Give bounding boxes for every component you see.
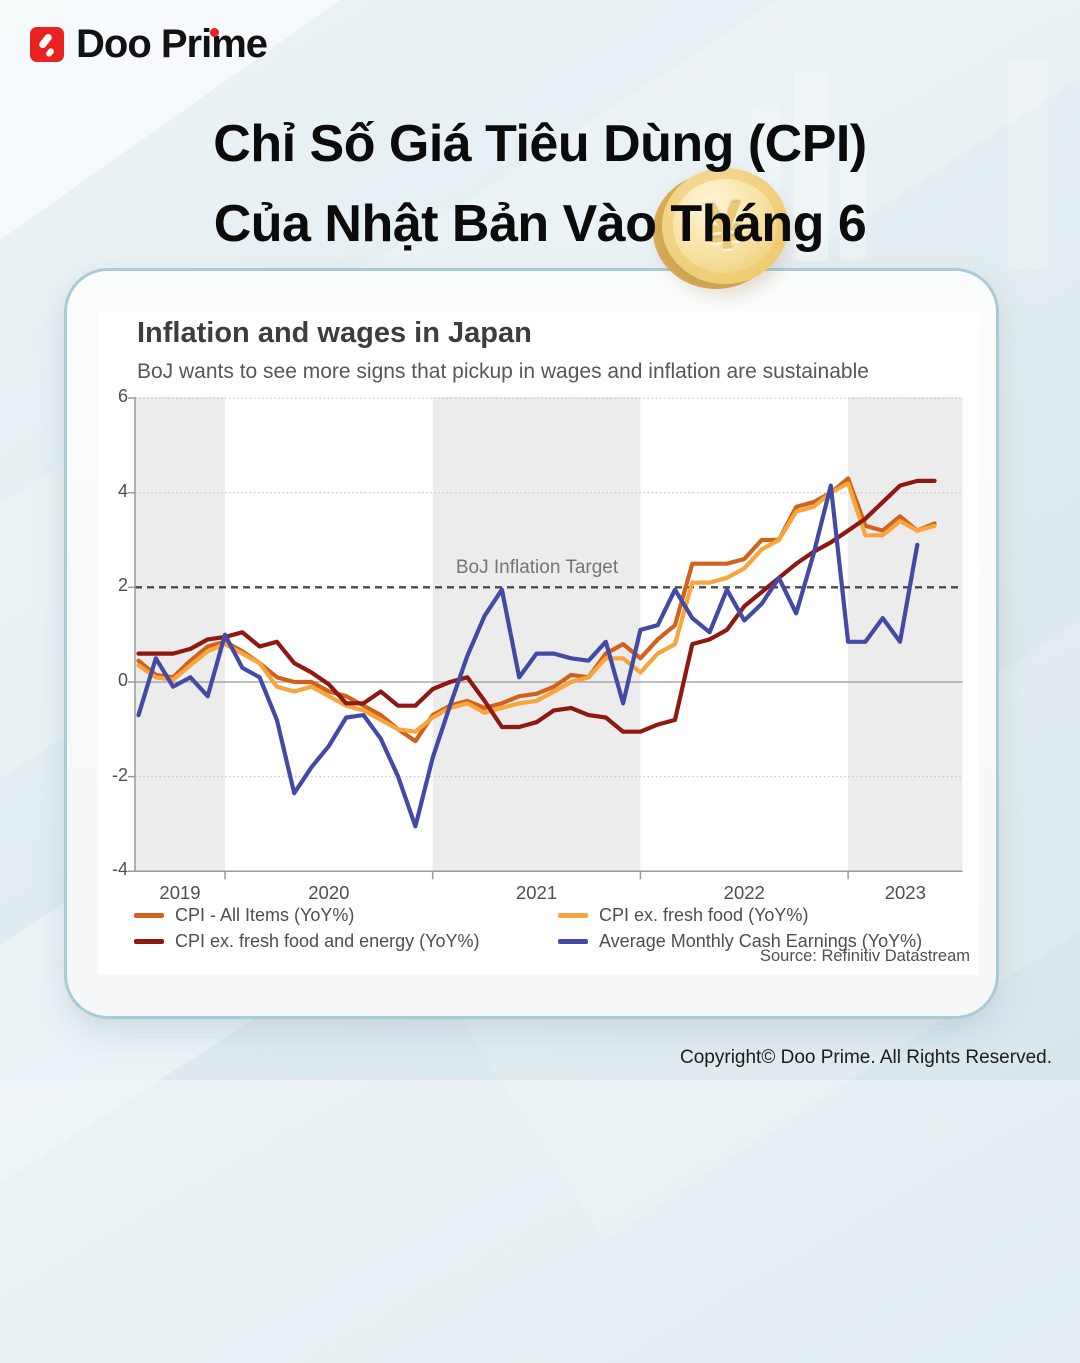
chart-subtitle: BoJ wants to see more signs that pickup … — [137, 360, 869, 383]
legend-swatch-icon — [134, 939, 164, 944]
logo-wordmark: Doo Prime — [76, 22, 268, 66]
x-axis-label-2019: 2019 — [159, 882, 201, 903]
bg-chart-bar-decor-4 — [1008, 60, 1048, 270]
doo-prime-logo-icon — [30, 27, 64, 62]
legend-label: CPI ex. fresh food and energy (YoY%) — [175, 931, 480, 951]
legend-swatch-icon — [558, 913, 588, 918]
legend-label: CPI - All Items (YoY%) — [175, 905, 355, 925]
legend-item-3: Average Monthly Cash Earnings (YoY%) — [558, 931, 974, 952]
y-axis-label-6: 6 — [117, 386, 128, 407]
chart-legend: CPI - All Items (YoY%) CPI ex. fresh food… — [134, 905, 974, 952]
legend-item-2: CPI ex. fresh food and energy (YoY%) — [134, 931, 558, 952]
page-title: Chỉ Số Giá Tiêu Dùng (CPI) Của Nhật Bản … — [0, 104, 1080, 264]
legend-item-1: CPI ex. fresh food (YoY%) — [558, 905, 974, 926]
y-axis-label-2: 2 — [117, 575, 128, 596]
page-title-line1: Chỉ Số Giá Tiêu Dùng (CPI) — [213, 115, 867, 173]
legend-label: CPI ex. fresh food (YoY%) — [599, 905, 809, 925]
bg-chart-bar-decor-3 — [840, 140, 866, 260]
legend-label: Average Monthly Cash Earnings (YoY%) — [599, 931, 923, 951]
yen-coin-illustration: ¥ — [653, 168, 788, 289]
legend-swatch-icon — [134, 913, 164, 918]
legend-swatch-icon — [558, 939, 588, 944]
chart-panel — [98, 312, 979, 975]
boj-inflation-target-label: BoJ Inflation Target — [455, 557, 619, 578]
coin-face: ¥ — [662, 168, 788, 284]
y-axis-label-0: 0 — [117, 670, 128, 690]
logo-i-dot — [210, 28, 219, 37]
logo-slash-small-icon — [44, 47, 56, 58]
y-axis-label--2: -2 — [111, 764, 128, 785]
chart-source: Source: Refinitiv Datastream — [760, 947, 970, 965]
bg-chart-bar-decor-2 — [794, 72, 828, 262]
x-axis-label-2023: 2023 — [884, 882, 926, 903]
chart-title: Inflation and wages in Japan — [137, 317, 532, 349]
x-axis-label-2021: 2021 — [515, 882, 558, 903]
x-axis-label-2022: 2022 — [723, 882, 765, 903]
x-axis-label-2020: 2020 — [308, 882, 350, 903]
copyright-text: Copyright© Doo Prime. All Rights Reserve… — [680, 1047, 1052, 1068]
y-axis-label-4: 4 — [117, 480, 128, 501]
y-axis-label--4: -4 — [111, 859, 128, 880]
legend-item-0: CPI - All Items (YoY%) — [134, 905, 558, 926]
page-title-line2: Của Nhật Bản Vào Tháng 6 — [213, 195, 867, 253]
